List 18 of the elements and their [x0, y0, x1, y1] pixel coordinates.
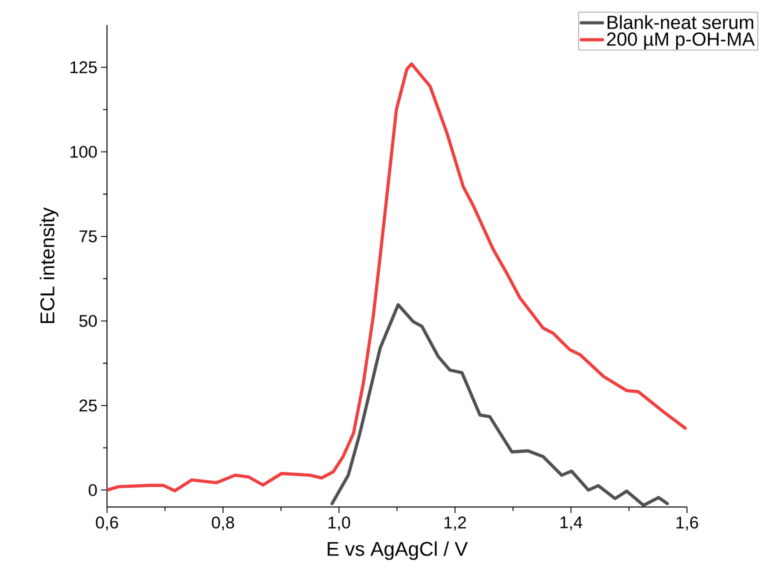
y-tick-label: 50 [79, 314, 97, 327]
y-axis-title: ECL intensity [40, 207, 58, 324]
y-tick-label: 75 [80, 230, 97, 242]
y-tick-label: 100 [70, 146, 97, 158]
x-tick-label: 1,4 [560, 516, 582, 530]
legend-label: 200 µM p-OH-MA [607, 32, 755, 50]
legend-label: Blank-neat serum [608, 15, 754, 30]
x-axis-title: E vs AgAgCl / V [328, 541, 468, 560]
x-tick-label: 0,8 [212, 516, 234, 531]
line-series [330, 303, 669, 507]
x-tick-label: 0,6 [96, 516, 118, 531]
y-tick-label: 125 [70, 61, 97, 74]
y-tick-label: 25 [80, 400, 97, 412]
line-series [107, 62, 687, 492]
x-tick-label: 1,6 [676, 516, 698, 531]
x-tick-label: 1,0 [328, 516, 350, 531]
x-tick-label: 1,2 [444, 516, 466, 531]
y-tick-label: 0 [88, 484, 97, 496]
